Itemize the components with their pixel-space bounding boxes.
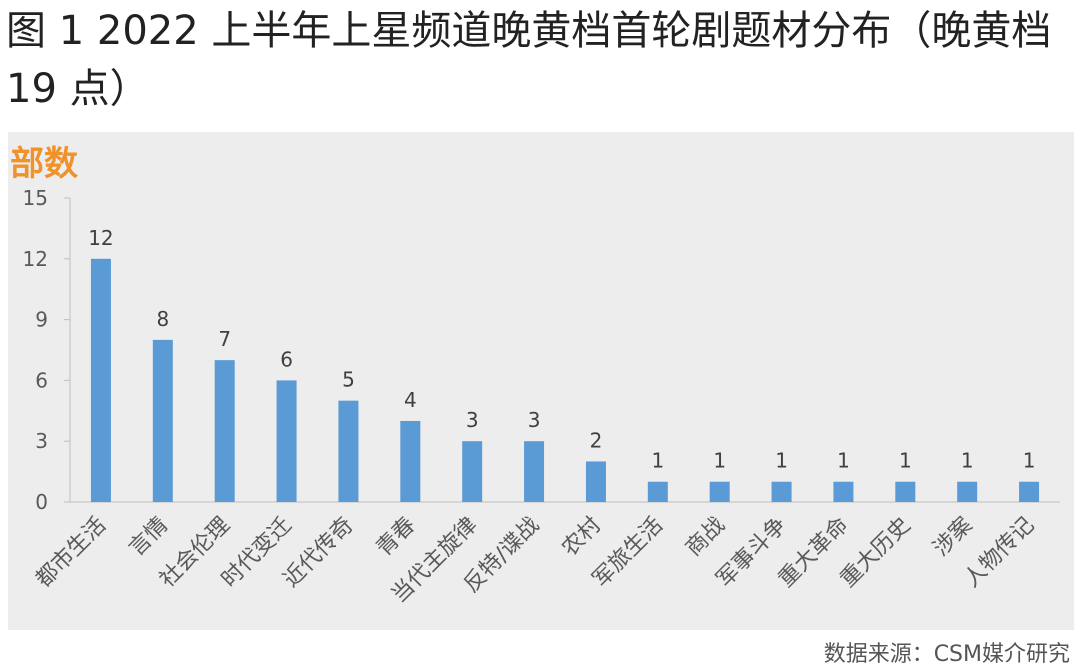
bar (338, 400, 359, 502)
bars: 12 8 7 6 5 4 3 3 2 1 1 1 1 1 1 1 (88, 226, 1040, 502)
data-label: 8 (156, 307, 169, 331)
source-note: 数据来源：CSM媒介研究 (823, 642, 1070, 667)
bar (214, 360, 235, 502)
bar (771, 481, 792, 502)
data-label: 1 (837, 449, 850, 473)
bar (1019, 481, 1040, 502)
bar (647, 481, 668, 502)
bar (833, 481, 854, 502)
data-label: 4 (404, 388, 417, 412)
bar (585, 461, 606, 502)
category-label: 都市生活 (31, 513, 111, 593)
data-label: 1 (1023, 449, 1036, 473)
y-tick-label: 9 (35, 308, 48, 332)
data-label: 1 (713, 449, 726, 473)
y-tick-label: 12 (23, 247, 48, 271)
bar (90, 258, 111, 502)
data-label: 5 (342, 368, 355, 392)
bar (895, 481, 916, 502)
category-label: 商战 (681, 513, 730, 562)
data-label: 3 (528, 408, 541, 432)
bar (152, 339, 173, 502)
chart-panel (8, 132, 1074, 630)
y-tick-label: 6 (35, 368, 48, 392)
category-label: 涉案 (929, 513, 978, 562)
y-tick-label: 0 (35, 490, 48, 514)
bar (400, 420, 421, 502)
data-label: 3 (466, 408, 479, 432)
y-tick-label: 15 (23, 186, 48, 210)
bar (957, 481, 978, 502)
bar (462, 441, 483, 502)
category-label: 青春 (372, 513, 421, 562)
bar (276, 380, 297, 502)
y-tick-label: 3 (35, 429, 48, 453)
category-label: 言情 (124, 513, 173, 562)
bar (709, 481, 730, 502)
data-label: 12 (88, 226, 113, 250)
data-label: 7 (218, 327, 231, 351)
data-label: 1 (775, 449, 788, 473)
y-axis-label: 部数 (10, 144, 78, 184)
bar (524, 441, 545, 502)
data-label: 1 (651, 449, 664, 473)
data-label: 6 (280, 347, 293, 371)
category-label: 农村 (557, 513, 606, 562)
data-label: 1 (961, 449, 974, 473)
chart-title: 图 1 2022 上半年上星频道晚黄档首轮剧题材分布（晚黄档 19 点） (6, 8, 1052, 112)
data-label: 2 (590, 428, 603, 452)
data-label: 1 (899, 449, 912, 473)
